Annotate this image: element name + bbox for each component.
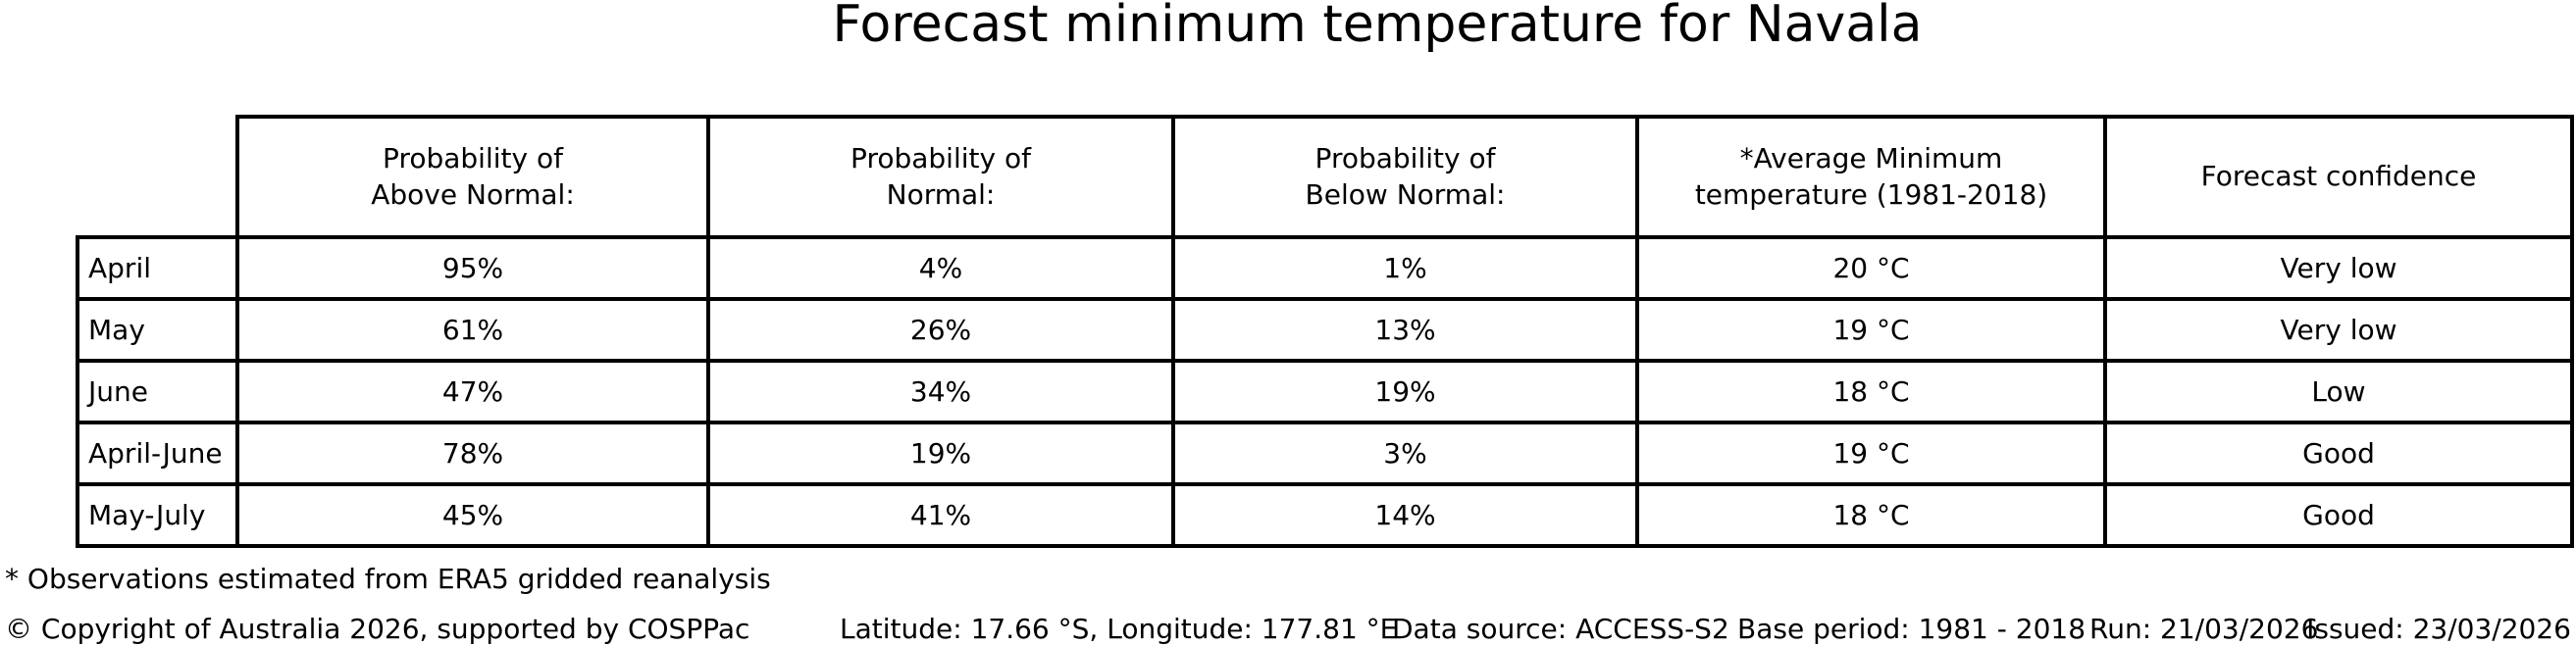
cell-average-min-temp: 19 °C	[1635, 297, 2107, 363]
cell-normal: 4%	[706, 235, 1175, 301]
column-header-below-normal: Probability of Below Normal:	[1171, 115, 1639, 239]
column-header-average-min-temp: *Average Minimum temperature (1981-2018)	[1635, 115, 2107, 239]
row-label: April-June	[76, 421, 239, 486]
cell-average-min-temp: 18 °C	[1635, 359, 2107, 424]
base-period-text: Base period: 1981 - 2018	[1737, 613, 2087, 645]
cell-above-normal: 45%	[235, 482, 710, 548]
cell-forecast-confidence: Low	[2103, 359, 2574, 424]
table-row: April 95% 4% 1% 20 °C Very low	[76, 235, 2574, 301]
corner-cell	[77, 117, 237, 237]
cell-forecast-confidence: Good	[2103, 482, 2574, 548]
row-label: April	[76, 235, 239, 301]
location-text: Latitude: 17.66 °S, Longitude: 177.81 °E	[840, 613, 1398, 645]
table-row: May 61% 26% 13% 19 °C Very low	[76, 297, 2574, 363]
data-source-text: Data source: ACCESS-S2	[1392, 613, 1729, 645]
table-row: May-July 45% 41% 14% 18 °C Good	[76, 482, 2574, 548]
cell-below-normal: 13%	[1171, 297, 1639, 363]
cell-normal: 34%	[706, 359, 1175, 424]
footer-bar: © Copyright of Australia 2026, supported…	[0, 613, 2576, 645]
cell-normal: 41%	[706, 482, 1175, 548]
run-date-text: Run: 21/03/2026	[2089, 613, 2319, 645]
cell-normal: 19%	[706, 421, 1175, 486]
cell-forecast-confidence: Very low	[2103, 235, 2574, 301]
column-header-above-normal: Probability of Above Normal:	[235, 115, 710, 239]
column-header-forecast-confidence: Forecast confidence	[2103, 115, 2574, 239]
table-row: April-June 78% 19% 3% 19 °C Good	[76, 421, 2574, 486]
footnote: * Observations estimated from ERA5 gridd…	[5, 563, 771, 595]
cell-below-normal: 14%	[1171, 482, 1639, 548]
cell-below-normal: 3%	[1171, 421, 1639, 486]
cell-below-normal: 1%	[1171, 235, 1639, 301]
copyright-text: © Copyright of Australia 2026, supported…	[5, 613, 750, 645]
header-row: Probability of Above Normal: Probability…	[77, 115, 2574, 239]
cell-above-normal: 95%	[235, 235, 710, 301]
cell-average-min-temp: 19 °C	[1635, 421, 2107, 486]
chart-title: Forecast minimum temperature for Navala	[832, 0, 1923, 54]
cell-average-min-temp: 20 °C	[1635, 235, 2107, 301]
cell-forecast-confidence: Very low	[2103, 297, 2574, 363]
column-header-normal: Probability of Normal:	[706, 115, 1175, 239]
row-label: May	[76, 297, 239, 363]
cell-above-normal: 61%	[235, 297, 710, 363]
cell-above-normal: 47%	[235, 359, 710, 424]
forecast-table: Probability of Above Normal: Probability…	[76, 115, 2574, 548]
cell-normal: 26%	[706, 297, 1175, 363]
cell-below-normal: 19%	[1171, 359, 1639, 424]
cell-above-normal: 78%	[235, 421, 710, 486]
cell-forecast-confidence: Good	[2103, 421, 2574, 486]
issued-date-text: Issued: 23/03/2026	[2306, 613, 2571, 645]
cell-average-min-temp: 18 °C	[1635, 482, 2107, 548]
row-label: May-July	[76, 482, 239, 548]
row-label: June	[76, 359, 239, 424]
table-row: June 47% 34% 19% 18 °C Low	[76, 359, 2574, 424]
